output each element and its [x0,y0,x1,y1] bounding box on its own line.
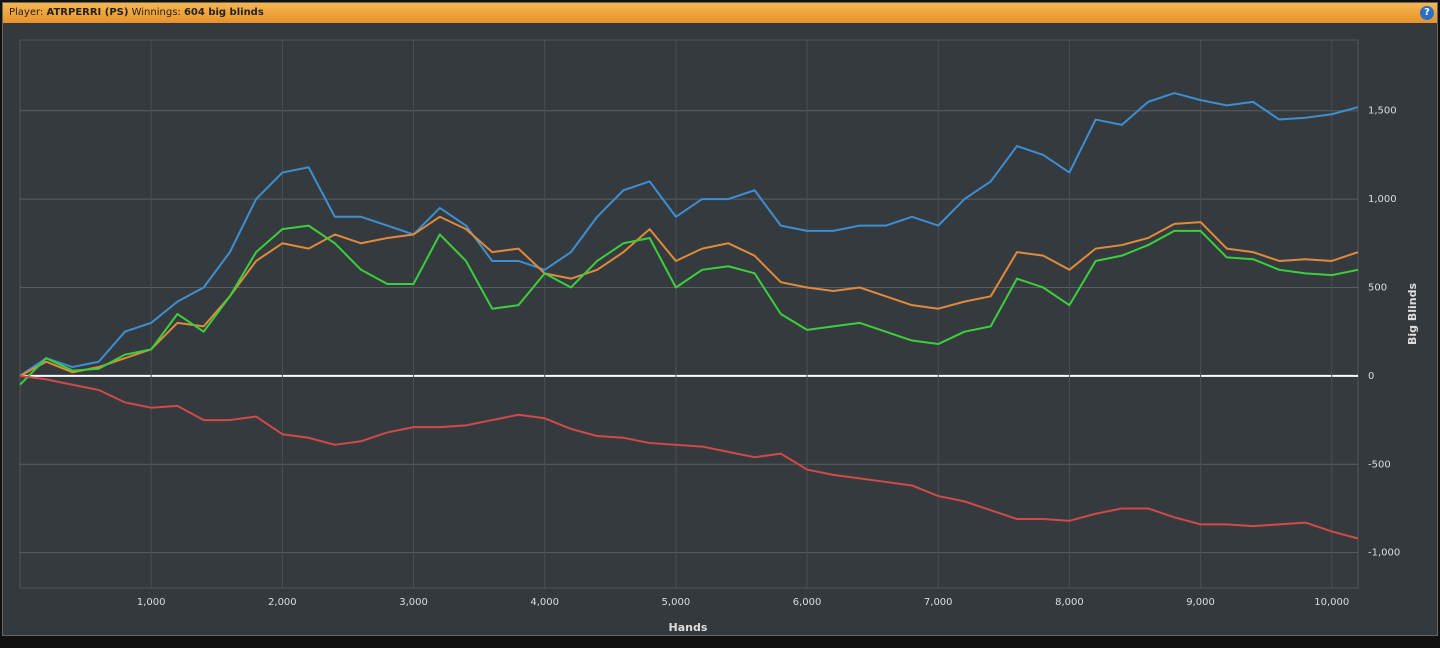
y-tick-label: -1,000 [1368,548,1400,559]
series-line [19,215,1359,377]
y-tick-label: 1,500 [1368,106,1397,117]
player-label: Player: [9,7,44,18]
series-line [19,92,1359,377]
y-tick-label: -500 [1368,459,1391,470]
y-tick-label: 1,000 [1368,194,1397,205]
plot-area [19,39,1359,589]
series-line [19,224,1359,386]
x-tick-label: 5,000 [662,597,691,608]
x-tick-label: 9,000 [1186,597,1215,608]
x-axis-label: Hands [669,621,708,634]
x-tick-label: 6,000 [793,597,822,608]
x-tick-label: 8,000 [1055,597,1084,608]
x-tick-label: 10,000 [1314,597,1349,608]
x-tick-label: 1,000 [137,597,166,608]
x-tick-label: 4,000 [530,597,559,608]
y-tick-label: 0 [1368,371,1374,382]
y-axis-label: Big Blinds [1406,283,1419,345]
series-line [19,374,1359,540]
player: ATRPERRI (PS) [46,7,129,18]
winnings-label: Winnings: [131,7,181,18]
x-tick-label: 7,000 [924,597,953,608]
x-tick-label: 2,000 [268,597,297,608]
header-bar: Player: ATRPERRI (PS) Winnings: 604 big … [3,3,1437,23]
winnings: 604 big blinds [183,7,264,18]
x-tick-label: 3,000 [399,597,428,608]
y-tick-label: 500 [1368,282,1387,293]
help-button[interactable]: ? [1420,6,1434,20]
